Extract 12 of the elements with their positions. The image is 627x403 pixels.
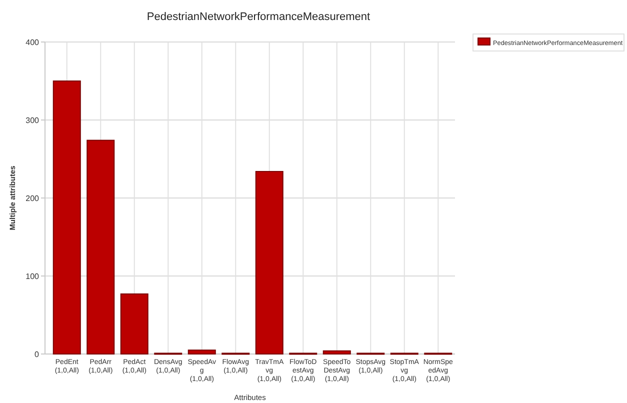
bar (322, 350, 351, 354)
y-tick-label: 400 (26, 38, 40, 47)
y-tick-label: 300 (26, 116, 40, 125)
bar (255, 170, 284, 354)
y-tick-label: 0 (34, 350, 40, 359)
y-tick-label: 100 (26, 272, 40, 281)
bar (86, 140, 115, 354)
bar (188, 350, 216, 354)
chart-title: PedestrianNetworkPerformanceMeasurement (146, 11, 370, 23)
y-tick-label: 200 (26, 194, 40, 203)
bar (120, 293, 148, 354)
bar (52, 80, 81, 354)
